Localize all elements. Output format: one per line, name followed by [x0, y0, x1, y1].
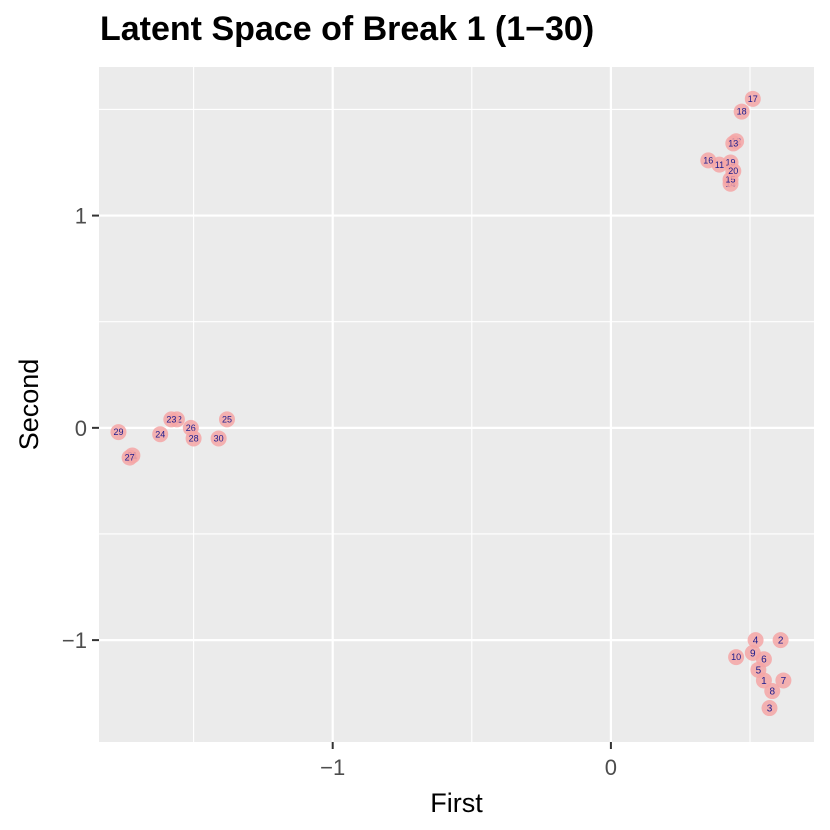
point-label: 23: [166, 415, 176, 425]
point-label: 2: [778, 636, 784, 647]
point-label: 30: [214, 434, 224, 444]
y-tick-label: 1: [75, 204, 87, 229]
data-point: [728, 649, 745, 666]
point-label: 5: [756, 665, 762, 676]
point-label: 19: [726, 158, 736, 168]
y-tick-label: 0: [75, 416, 87, 441]
point-label: 9: [750, 648, 756, 659]
point-label: 7: [781, 676, 787, 687]
y-tick-label: −1: [62, 628, 87, 653]
data-point: [725, 163, 742, 180]
point-label: 16: [703, 156, 713, 166]
point-label: 17: [748, 94, 758, 104]
data-point: [218, 411, 235, 428]
plot-panel: [99, 67, 814, 742]
point-label: 13: [728, 139, 738, 149]
axis-ticks: −1 0 −1 0 1: [62, 204, 617, 780]
data-point: [744, 644, 761, 661]
point-label: 8: [769, 687, 775, 698]
data-point: [744, 90, 761, 107]
data-point: [764, 683, 781, 700]
point-label: 15: [726, 175, 736, 185]
data-point: [761, 700, 778, 717]
point-label: 26: [186, 423, 196, 433]
point-label: 10: [731, 652, 741, 662]
point-label: 6: [761, 655, 767, 666]
point-label: 3: [767, 704, 773, 715]
data-point: [775, 672, 792, 689]
data-point: [772, 632, 789, 649]
minor-gridlines: [99, 67, 814, 742]
point-label: 25: [222, 415, 232, 425]
x-tick-label: 0: [605, 755, 617, 780]
data-point: [185, 430, 202, 447]
point-label: 18: [737, 107, 747, 117]
data-point: [725, 135, 742, 152]
major-gridlines: [99, 67, 814, 742]
point-label: 29: [113, 427, 123, 437]
point-label: 24: [155, 429, 165, 439]
point-label: 11: [715, 160, 724, 170]
data-point: [152, 426, 169, 443]
data-point: [747, 632, 764, 649]
point-label: 28: [189, 434, 199, 444]
point-label: 4: [753, 636, 759, 647]
chart-title: Latent Space of Break 1 (1−30): [100, 10, 595, 48]
data-point: [110, 424, 127, 441]
x-tick-label: −1: [320, 755, 345, 780]
data-point: [163, 411, 180, 428]
point-label: 27: [125, 453, 135, 463]
data-point: [733, 103, 750, 120]
data-point: [700, 152, 717, 169]
data-point: [121, 449, 138, 466]
data-points: 1234567891011121314151617181920212223242…: [110, 90, 792, 717]
point-label: 20: [728, 166, 738, 176]
y-axis-title: Second: [14, 359, 44, 451]
data-point: [210, 430, 227, 447]
x-axis-title: First: [430, 788, 483, 818]
point-label: 1: [761, 676, 767, 687]
